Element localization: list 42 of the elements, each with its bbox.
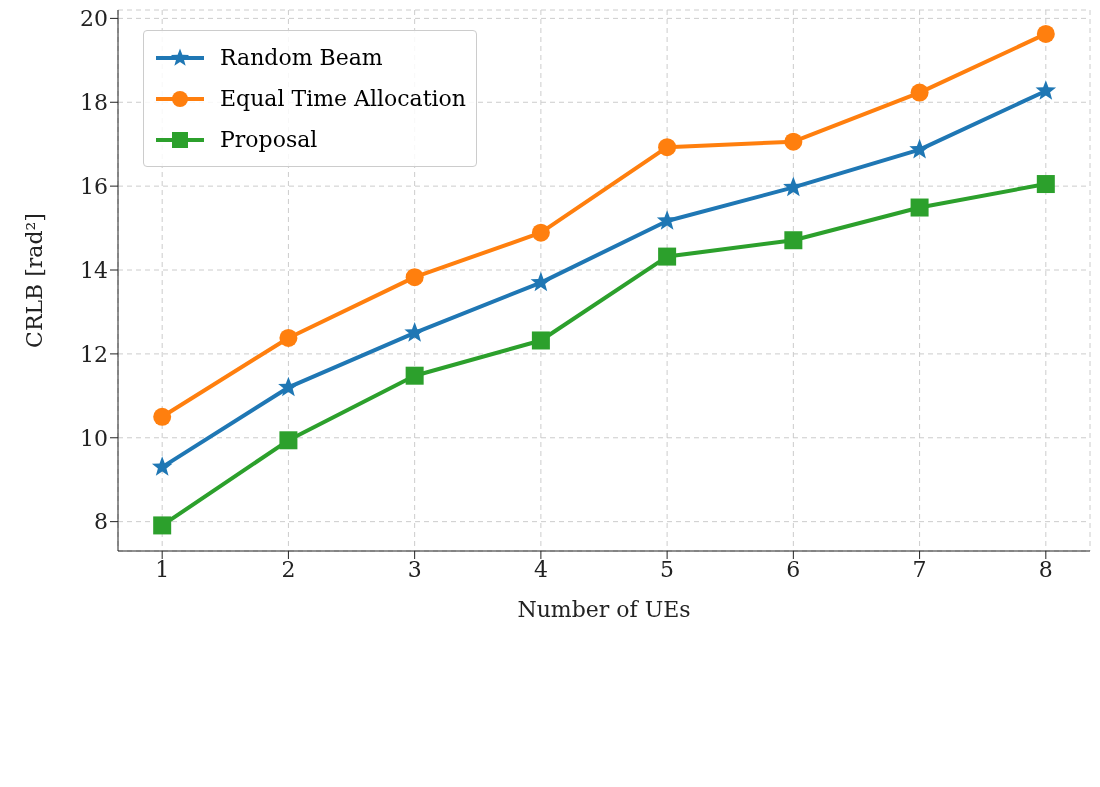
point [658, 138, 677, 157]
y-tick-label: 12 [80, 341, 108, 367]
point [658, 247, 677, 266]
y-axis-title: CRLB [rad²] [21, 213, 47, 348]
y-tick-label: 18 [80, 90, 108, 116]
x-tick-label: 2 [281, 556, 296, 582]
y-tick-label: 10 [80, 425, 108, 451]
point [1035, 80, 1057, 100]
x-tick-label: 8 [1038, 556, 1053, 582]
point [784, 231, 803, 250]
point [531, 223, 550, 242]
x-tick-label: 4 [533, 556, 548, 582]
point [153, 516, 172, 535]
point [530, 271, 552, 292]
point [909, 138, 930, 159]
y-tick-label: 8 [94, 509, 108, 535]
point [151, 456, 173, 476]
y-tick-label: 16 [80, 173, 108, 199]
point [531, 331, 550, 350]
y-tick-label: 14 [80, 257, 108, 283]
point [910, 83, 929, 102]
point [153, 407, 172, 426]
legend-label: Proposal [220, 127, 318, 152]
point [910, 198, 929, 217]
point [279, 431, 298, 450]
x-tick-label: 5 [660, 556, 675, 582]
point [278, 376, 299, 397]
legend-label: Random Beam [220, 45, 383, 70]
legend-label: Equal Time Allocation [220, 86, 466, 111]
point [405, 366, 424, 385]
point [279, 328, 298, 347]
point [784, 132, 803, 151]
point [1036, 24, 1055, 43]
x-tick-label: 7 [912, 556, 927, 582]
x-tick-label: 6 [786, 556, 801, 582]
x-axis-title: Number of UEs [517, 597, 691, 622]
x-tick-label: 3 [407, 556, 422, 582]
y-tick-label: 20 [80, 6, 108, 32]
point [1036, 175, 1055, 194]
point [405, 268, 424, 287]
point [404, 322, 425, 342]
x-tick-label: 1 [155, 556, 170, 582]
